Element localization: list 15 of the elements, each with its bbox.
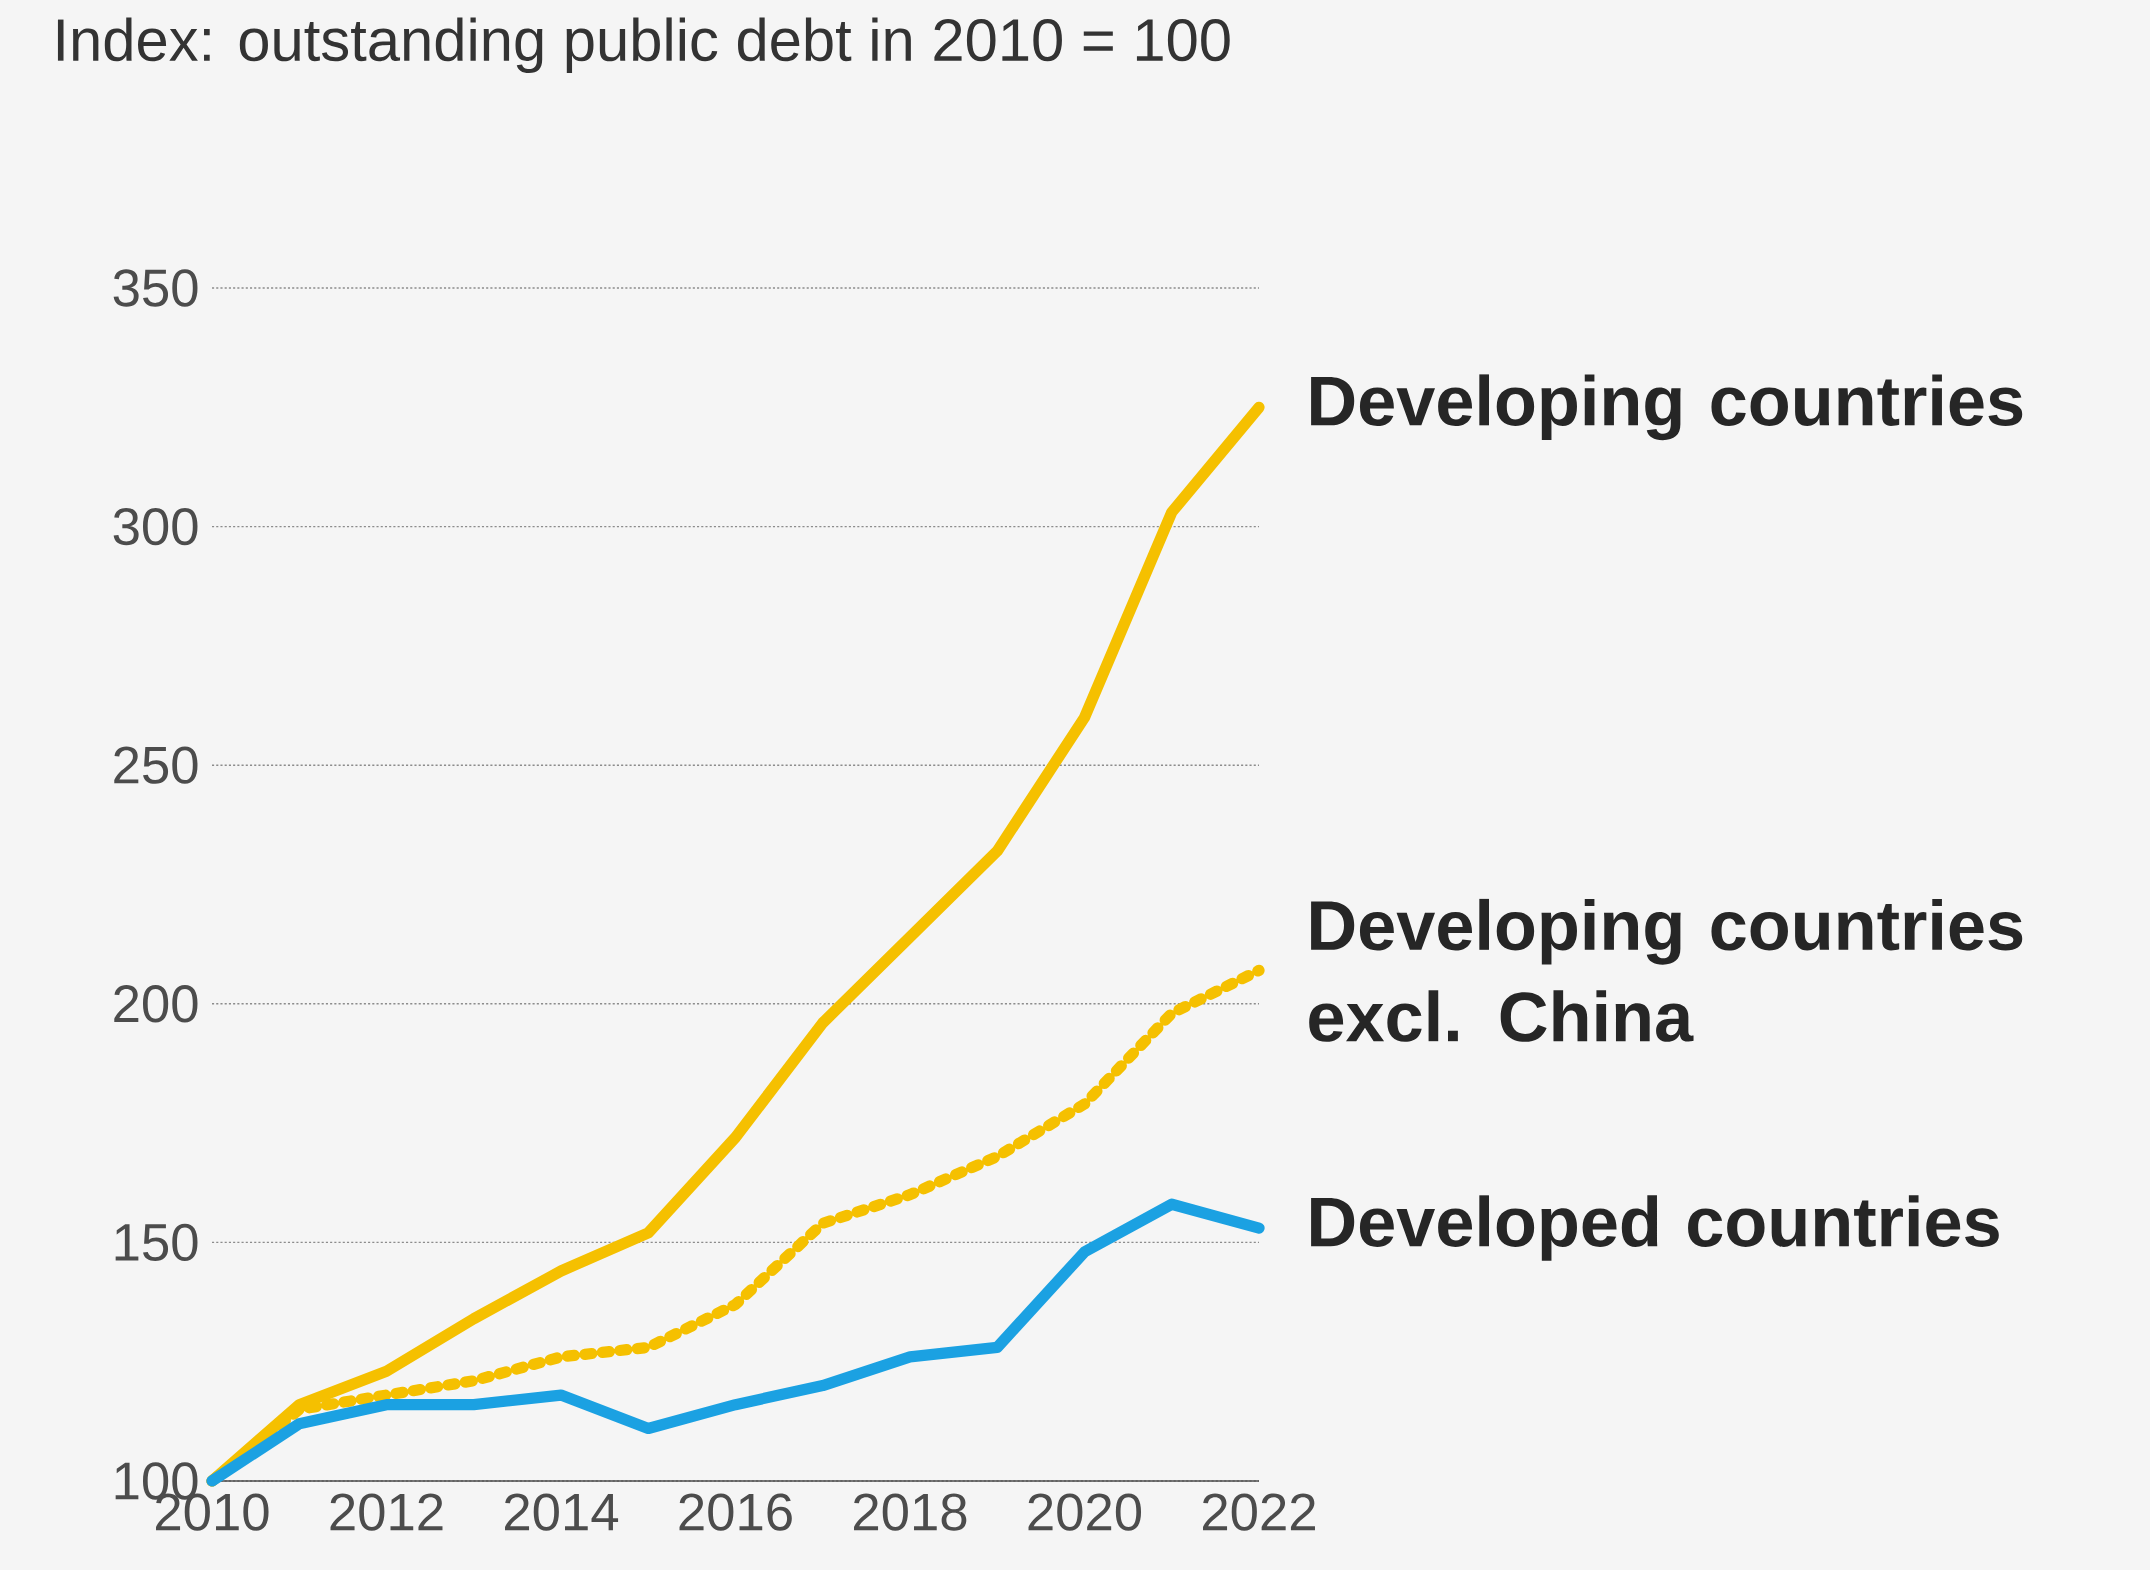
- x-tick-label: 2014: [505, 1493, 619, 1531]
- x-tick-label: 2020: [1028, 1493, 1142, 1531]
- y-tick-label: 350: [113, 269, 198, 307]
- y-tick-label: 150: [115, 1223, 198, 1262]
- x-tick-label: 2012: [330, 1493, 443, 1531]
- x-tick-label: 2018: [854, 1493, 967, 1531]
- x-tick-label: 2016: [679, 1493, 792, 1531]
- series-label: Developing countries excl. China: [1309, 898, 2023, 1042]
- series-label: Developed countries: [1311, 1195, 1999, 1261]
- y-tick-label: 300: [113, 507, 198, 546]
- y-tick-label: 250: [114, 746, 198, 784]
- chart-title: Index: outstanding public debt in 2010 = 100: [57, 17, 1230, 74]
- y-tick-label: 200: [114, 985, 198, 1023]
- x-tick-label: 2022: [1203, 1493, 1315, 1531]
- series-label: Developing countries: [1311, 374, 2023, 441]
